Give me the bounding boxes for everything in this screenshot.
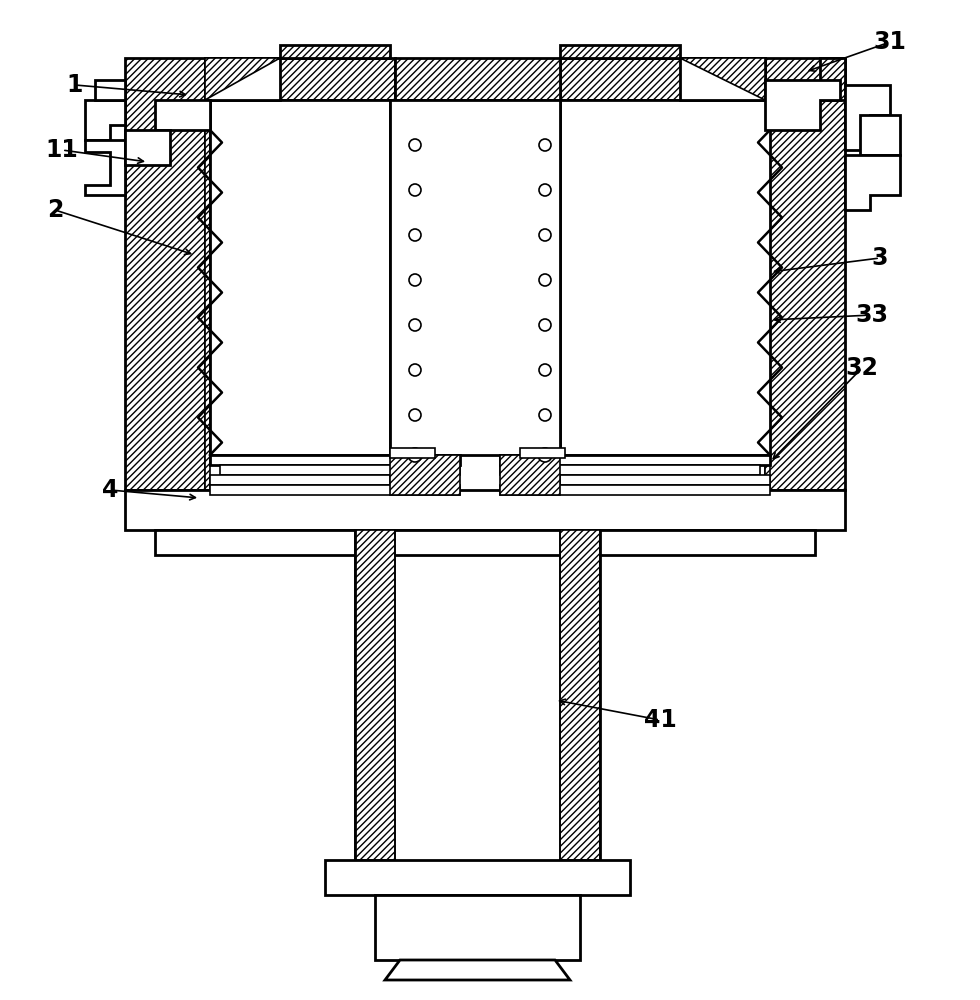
Text: 4: 4 (102, 478, 119, 502)
Polygon shape (155, 100, 210, 130)
Polygon shape (205, 58, 280, 100)
Circle shape (409, 409, 421, 421)
Polygon shape (125, 490, 845, 530)
Polygon shape (820, 58, 845, 100)
Polygon shape (355, 530, 395, 860)
Text: 11: 11 (46, 138, 78, 162)
Polygon shape (205, 58, 395, 100)
Polygon shape (85, 140, 125, 195)
Text: 31: 31 (873, 30, 907, 54)
Polygon shape (210, 100, 390, 455)
Circle shape (539, 139, 551, 151)
Polygon shape (210, 485, 460, 495)
Text: 32: 32 (846, 356, 878, 380)
Circle shape (409, 229, 421, 241)
Circle shape (539, 409, 551, 421)
Polygon shape (390, 100, 560, 455)
Polygon shape (500, 465, 760, 475)
Polygon shape (500, 485, 770, 495)
Polygon shape (385, 960, 570, 980)
Polygon shape (560, 45, 680, 58)
Polygon shape (560, 100, 770, 455)
Polygon shape (560, 475, 770, 485)
Circle shape (539, 274, 551, 286)
Text: 41: 41 (644, 708, 676, 732)
Circle shape (408, 448, 422, 462)
Polygon shape (325, 860, 630, 895)
Polygon shape (95, 80, 125, 100)
Polygon shape (765, 80, 840, 130)
Circle shape (409, 139, 421, 151)
Text: 33: 33 (856, 303, 889, 327)
Circle shape (409, 319, 421, 331)
Text: 2: 2 (47, 198, 63, 222)
Circle shape (539, 319, 551, 331)
Polygon shape (500, 455, 770, 465)
Circle shape (409, 364, 421, 376)
Polygon shape (765, 100, 770, 490)
Circle shape (409, 274, 421, 286)
Polygon shape (85, 100, 125, 140)
Polygon shape (395, 58, 560, 100)
Polygon shape (210, 475, 390, 485)
Polygon shape (680, 58, 765, 100)
Polygon shape (125, 130, 170, 165)
Circle shape (539, 229, 551, 241)
Polygon shape (205, 100, 210, 490)
Polygon shape (860, 115, 900, 155)
Polygon shape (560, 530, 600, 860)
Polygon shape (375, 895, 580, 960)
Polygon shape (155, 530, 815, 555)
Text: 1: 1 (67, 73, 83, 97)
Polygon shape (125, 58, 205, 490)
Polygon shape (390, 455, 460, 495)
Polygon shape (210, 455, 460, 465)
Polygon shape (845, 155, 900, 210)
Circle shape (409, 184, 421, 196)
Polygon shape (280, 45, 390, 58)
Polygon shape (680, 58, 765, 100)
Polygon shape (220, 465, 460, 475)
Polygon shape (520, 448, 565, 458)
Polygon shape (765, 58, 845, 490)
Polygon shape (390, 448, 435, 458)
Polygon shape (845, 85, 890, 150)
Polygon shape (500, 455, 560, 495)
Polygon shape (560, 58, 765, 100)
Circle shape (538, 448, 552, 462)
Circle shape (539, 184, 551, 196)
Circle shape (539, 364, 551, 376)
Text: 3: 3 (872, 246, 888, 270)
Polygon shape (205, 58, 280, 100)
